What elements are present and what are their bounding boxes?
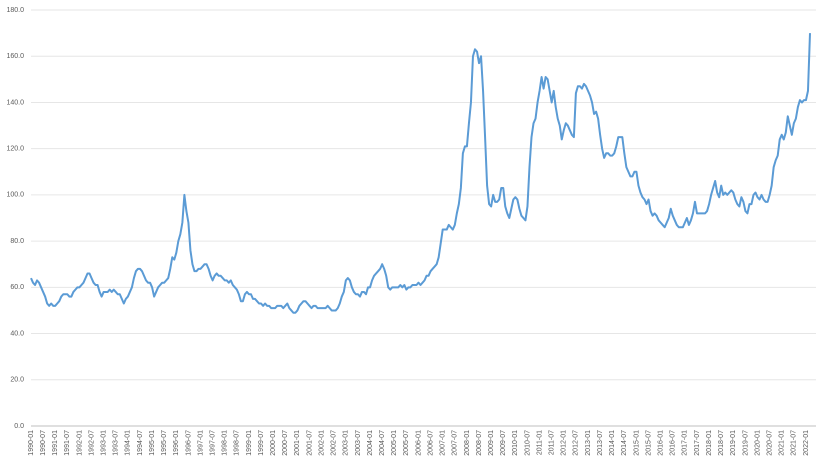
y-tick-label: 0.0 xyxy=(14,423,24,430)
data-line xyxy=(30,33,811,314)
y-tick-label: 20.0 xyxy=(10,377,24,384)
x-tick-label: 1997-07 xyxy=(209,430,216,456)
y-tick-label: 140.0 xyxy=(6,99,24,106)
x-tick-label: 2021-01 xyxy=(779,430,786,456)
x-tick-label: 2015-01 xyxy=(633,430,640,456)
x-tick-label: 1995-01 xyxy=(149,430,156,456)
x-tick-label: 1995-07 xyxy=(161,430,168,456)
x-tick-label: 1994-01 xyxy=(125,430,132,456)
x-tick-label: 2002-01 xyxy=(318,430,325,456)
y-tick-label: 60.0 xyxy=(10,284,24,291)
x-tick-label: 2013-01 xyxy=(585,430,592,456)
x-tick-label: 2008-07 xyxy=(476,430,483,456)
x-tick-label: 2021-07 xyxy=(791,430,798,456)
x-tick-label: 2011-07 xyxy=(549,430,556,455)
x-tick-label: 2018-01 xyxy=(706,430,713,456)
x-tick-label: 2012-07 xyxy=(573,430,580,456)
x-tick-label: 2019-07 xyxy=(742,430,749,456)
x-tick-label: 1998-07 xyxy=(234,430,241,456)
x-tick-label: 1998-01 xyxy=(222,430,229,456)
x-tick-label: 2017-07 xyxy=(694,430,701,456)
x-tick-label: 2000-01 xyxy=(270,430,277,456)
y-tick-label: 180.0 xyxy=(6,7,24,14)
x-tick-label: 1996-01 xyxy=(173,430,180,456)
y-tick-label: 40.0 xyxy=(10,330,24,337)
x-tick-label: 2000-07 xyxy=(282,430,289,456)
y-tick-label: 80.0 xyxy=(10,238,24,245)
x-tick-label: 2016-07 xyxy=(670,430,677,456)
x-tick-label: 2009-07 xyxy=(500,430,507,456)
y-tick-label: 100.0 xyxy=(6,192,24,199)
x-tick-label: 1990-01 xyxy=(28,430,35,456)
x-tick-label: 2009-01 xyxy=(488,430,495,456)
x-tick-label: 2011-01 xyxy=(536,430,543,455)
x-tick-label: 2003-01 xyxy=(343,430,350,456)
x-tick-label: 1992-07 xyxy=(88,430,95,456)
x-tick-label: 2002-07 xyxy=(331,430,338,456)
x-tick-label: 2006-07 xyxy=(427,430,434,456)
x-tick-label: 2017-01 xyxy=(682,430,689,456)
x-tick-label: 2001-07 xyxy=(306,430,313,456)
x-tick-label: 2007-07 xyxy=(452,430,459,456)
x-tick-label: 2004-07 xyxy=(379,430,386,456)
x-tick-label: 2016-01 xyxy=(658,430,665,456)
x-tick-label: 2022-01 xyxy=(803,430,810,456)
x-tick-label: 2013-07 xyxy=(597,430,604,456)
x-tick-label: 2020-07 xyxy=(766,430,773,456)
x-tick-label: 2008-01 xyxy=(464,430,471,456)
x-tick-label: 1993-07 xyxy=(113,430,120,456)
x-tick-label: 1992-01 xyxy=(76,430,83,456)
x-tick-label: 2012-01 xyxy=(561,430,568,456)
y-tick-label: 160.0 xyxy=(6,53,24,60)
x-tick-label: 2005-01 xyxy=(391,430,398,456)
x-tick-label: 1996-07 xyxy=(185,430,192,456)
x-tick-label: 2019-01 xyxy=(730,430,737,456)
x-tick-label: 1993-01 xyxy=(100,430,107,456)
x-tick-label: 1990-07 xyxy=(40,430,47,456)
x-tick-label: 2006-01 xyxy=(415,430,422,456)
x-tick-label: 2010-01 xyxy=(512,430,519,456)
x-tick-label: 2010-07 xyxy=(524,430,531,456)
x-tick-label: 2020-01 xyxy=(754,430,761,456)
x-tick-label: 2018-07 xyxy=(718,430,725,456)
x-tick-label: 1994-07 xyxy=(137,430,144,456)
x-tick-label: 2014-07 xyxy=(621,430,628,456)
x-tick-label: 1997-01 xyxy=(197,430,204,456)
x-tick-label: 1999-07 xyxy=(258,430,265,456)
x-tick-label: 2007-01 xyxy=(440,430,447,456)
x-tick-label: 2014-01 xyxy=(609,430,616,456)
x-tick-label: 2015-07 xyxy=(645,430,652,456)
x-tick-label: 2003-07 xyxy=(355,430,362,456)
x-tick-label: 2001-01 xyxy=(294,430,301,456)
x-tick-label: 1991-07 xyxy=(64,430,71,456)
x-tick-label: 1999-01 xyxy=(246,430,253,456)
x-tick-label: 2005-07 xyxy=(403,430,410,456)
y-tick-label: 120.0 xyxy=(6,146,24,153)
x-tick-label: 2004-01 xyxy=(367,430,374,456)
x-tick-label: 1991-01 xyxy=(52,430,59,456)
